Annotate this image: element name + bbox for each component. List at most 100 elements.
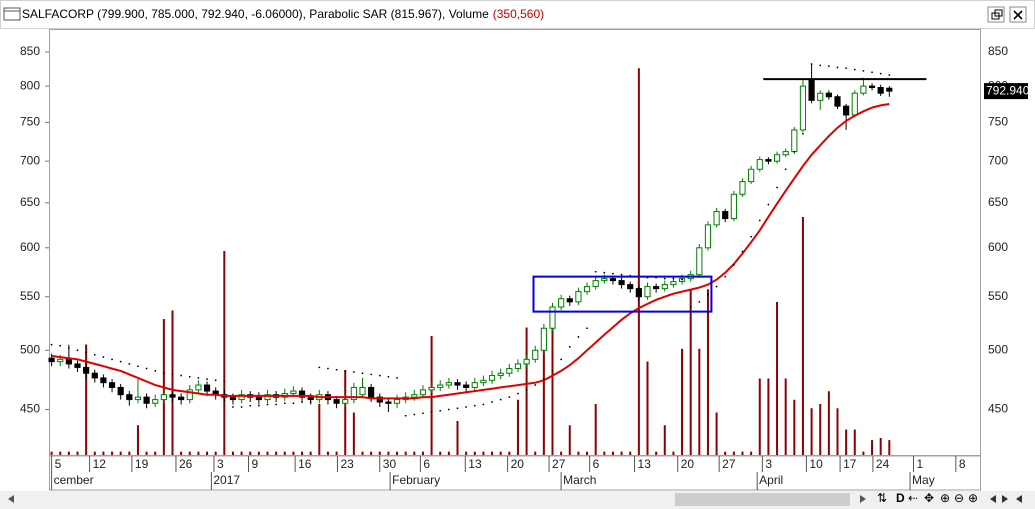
candle-body bbox=[817, 92, 824, 101]
moving-average bbox=[51, 103, 890, 400]
candle-body bbox=[203, 384, 211, 392]
sar-dot bbox=[223, 380, 226, 383]
sar-dot bbox=[577, 336, 580, 338]
candle-body bbox=[808, 78, 815, 101]
sar-dot bbox=[292, 402, 295, 405]
candle-body bbox=[57, 358, 64, 363]
sar-dot bbox=[232, 406, 234, 408]
sar-dot bbox=[681, 278, 683, 281]
candle-body bbox=[385, 401, 392, 404]
candle-body bbox=[497, 372, 504, 377]
sar-dot bbox=[93, 353, 96, 356]
candle-body bbox=[445, 382, 452, 386]
sar-dot bbox=[551, 369, 554, 372]
volume-layer bbox=[50, 68, 891, 455]
sar-dot bbox=[240, 406, 243, 408]
sar-dot bbox=[67, 347, 70, 349]
sar-dot bbox=[542, 378, 545, 381]
zoom-icon[interactable]: ⇅ bbox=[877, 491, 887, 505]
y-tick-label-left: 850 bbox=[20, 44, 40, 58]
toolbar-button[interactable]: ⇠ bbox=[908, 491, 918, 505]
candle-body bbox=[782, 151, 789, 156]
sar-dot bbox=[465, 406, 468, 408]
candle-body bbox=[229, 396, 237, 401]
candle-body bbox=[143, 396, 150, 404]
candle-body bbox=[419, 389, 427, 396]
y-tick-label-left: 550 bbox=[20, 289, 40, 303]
x-tick-label: 27 bbox=[552, 457, 566, 471]
candle-body bbox=[290, 390, 297, 394]
toolbar-button[interactable]: ✥ bbox=[924, 491, 934, 505]
candle-body bbox=[618, 280, 625, 286]
month-label: February bbox=[392, 473, 440, 487]
candle-body bbox=[592, 280, 599, 288]
sar-dot bbox=[301, 401, 303, 403]
scroll-thumb[interactable] bbox=[675, 493, 850, 506]
sar-dot bbox=[663, 277, 666, 280]
sar-dot bbox=[214, 379, 217, 382]
candle-body bbox=[411, 394, 418, 398]
sar-dot bbox=[810, 63, 813, 65]
scroll-right[interactable] bbox=[860, 495, 866, 503]
sar-dot bbox=[672, 277, 675, 280]
sar-dot bbox=[534, 384, 537, 386]
toolbar-button[interactable]: ⊖ bbox=[954, 491, 964, 505]
candle-body bbox=[428, 386, 435, 391]
candle-body bbox=[558, 298, 565, 308]
candle-body bbox=[83, 366, 90, 374]
restore-icon bbox=[994, 9, 1003, 17]
sar-dot bbox=[482, 403, 485, 406]
sar-dot bbox=[154, 369, 157, 372]
sar-dot bbox=[793, 150, 796, 153]
candle-body bbox=[126, 394, 133, 401]
candle-body bbox=[601, 278, 608, 282]
sar-dot bbox=[888, 74, 891, 76]
x-tick-label: 16 bbox=[298, 457, 312, 471]
x-tick-label: 20 bbox=[511, 457, 525, 471]
candle-body bbox=[454, 382, 461, 386]
sar-dot bbox=[59, 344, 62, 347]
sar-dot bbox=[508, 396, 511, 399]
candle-body bbox=[506, 368, 513, 374]
candle-body bbox=[91, 372, 98, 379]
sar-dot bbox=[568, 346, 571, 348]
candle-body bbox=[739, 181, 746, 195]
candle-body bbox=[549, 306, 556, 329]
y-tick-label-right: 750 bbox=[988, 115, 1008, 129]
candle-body bbox=[152, 399, 159, 404]
toolbar-button[interactable]: ⊕ bbox=[968, 491, 978, 505]
window-buttons[interactable] bbox=[987, 6, 1027, 23]
x-tick-label: 12 bbox=[93, 457, 107, 471]
sar-dot bbox=[378, 374, 381, 377]
sar-dot bbox=[352, 371, 355, 373]
sar-dot bbox=[845, 67, 848, 70]
nav-buttons[interactable] bbox=[990, 495, 1022, 503]
sar-dot bbox=[758, 219, 761, 222]
toolbar-button[interactable]: D bbox=[896, 491, 905, 505]
sar-dot bbox=[741, 250, 744, 253]
x-tick-label: 8 bbox=[959, 457, 966, 471]
sar-dot bbox=[327, 367, 329, 370]
sar-dot bbox=[715, 285, 718, 288]
toolbar-button[interactable]: ⊕ bbox=[940, 491, 950, 505]
sar-dot bbox=[370, 373, 373, 376]
sar-dot bbox=[111, 358, 113, 361]
candle-body bbox=[463, 384, 470, 388]
sar-dot bbox=[76, 349, 79, 352]
sar-dot bbox=[171, 373, 174, 376]
sar-dot bbox=[318, 366, 321, 369]
candle-body bbox=[488, 375, 496, 381]
candle-body bbox=[514, 363, 522, 370]
sar-dot bbox=[344, 369, 347, 372]
candle-body bbox=[437, 384, 444, 388]
candle-body bbox=[886, 87, 893, 92]
candle-body bbox=[722, 211, 729, 220]
candle-body bbox=[298, 390, 306, 398]
x-tick-label: 17 bbox=[843, 457, 857, 471]
scroll-left[interactable] bbox=[8, 495, 14, 503]
x-tick-label: 24 bbox=[876, 457, 890, 471]
month-label: April bbox=[759, 473, 783, 487]
x-tick-label: 3 bbox=[217, 457, 224, 471]
y-tick-label-left: 750 bbox=[20, 115, 40, 129]
